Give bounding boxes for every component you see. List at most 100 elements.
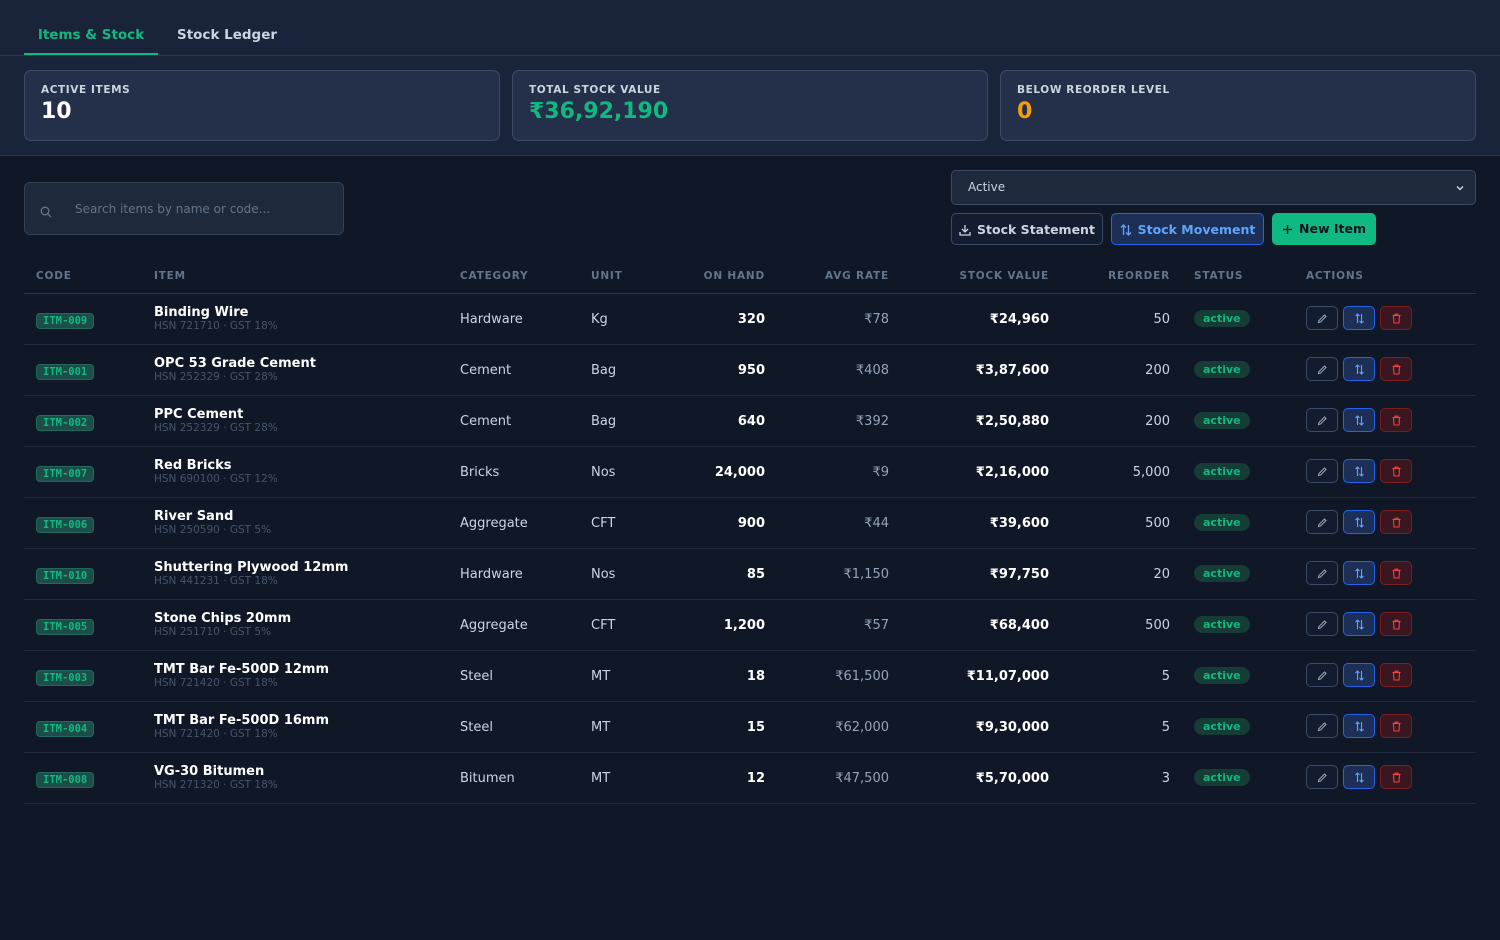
stock-movement-row-button[interactable] bbox=[1343, 357, 1375, 381]
table-row[interactable]: ITM-007 Red Bricks HSN 690100 · GST 12% … bbox=[24, 447, 1476, 498]
stock-movement-row-button[interactable] bbox=[1343, 663, 1375, 687]
stock-movement-row-button[interactable] bbox=[1343, 561, 1375, 585]
column-header-avg-rate: AVG RATE bbox=[825, 270, 889, 282]
table-row[interactable]: ITM-003 TMT Bar Fe-500D 12mm HSN 721420 … bbox=[24, 651, 1476, 702]
pencil-icon bbox=[1317, 671, 1327, 681]
status-filter-select[interactable]: Active bbox=[951, 170, 1476, 205]
edit-button[interactable] bbox=[1306, 765, 1338, 789]
below-reorder-value: 0 bbox=[1017, 99, 1033, 124]
stock-movement-row-button[interactable] bbox=[1343, 459, 1375, 483]
stock-movement-row-button[interactable] bbox=[1343, 612, 1375, 636]
delete-button[interactable] bbox=[1380, 357, 1412, 381]
stock-movement-row-button[interactable] bbox=[1343, 408, 1375, 432]
delete-button[interactable] bbox=[1380, 612, 1412, 636]
table-row[interactable]: ITM-010 Shuttering Plywood 12mm HSN 4412… bbox=[24, 549, 1476, 600]
item-stock-value: ₹11,07,000 bbox=[966, 669, 1049, 684]
item-name[interactable]: TMT Bar Fe-500D 12mm bbox=[154, 662, 330, 677]
transfer-arrows-icon bbox=[1355, 364, 1364, 375]
stock-movement-button[interactable]: Stock Movement bbox=[1111, 213, 1264, 245]
delete-button[interactable] bbox=[1380, 306, 1412, 330]
stock-movement-row-button[interactable] bbox=[1343, 714, 1375, 738]
edit-button[interactable] bbox=[1306, 561, 1338, 585]
item-name[interactable]: Binding Wire bbox=[154, 305, 249, 320]
table-row[interactable]: ITM-002 PPC Cement HSN 252329 · GST 28% … bbox=[24, 396, 1476, 447]
item-avg-rate: ₹61,500 bbox=[835, 669, 889, 684]
item-hsn-gst: HSN 690100 · GST 12% bbox=[154, 473, 278, 485]
table-row[interactable]: ITM-001 OPC 53 Grade Cement HSN 252329 ·… bbox=[24, 345, 1476, 396]
delete-button[interactable] bbox=[1380, 459, 1412, 483]
card-label: BELOW REORDER LEVEL bbox=[1017, 84, 1170, 96]
search-input[interactable] bbox=[75, 183, 335, 234]
item-name[interactable]: Shuttering Plywood 12mm bbox=[154, 560, 349, 575]
item-unit: Kg bbox=[591, 312, 608, 327]
pencil-icon bbox=[1317, 620, 1327, 630]
new-item-label: New Item bbox=[1299, 221, 1366, 236]
toolbar: Active Stock Statement Stock Movement Ne… bbox=[0, 156, 1500, 256]
item-unit: CFT bbox=[591, 618, 616, 633]
item-code: ITM-005 bbox=[36, 619, 95, 635]
delete-button[interactable] bbox=[1380, 561, 1412, 585]
item-avg-rate: ₹62,000 bbox=[835, 720, 889, 735]
card-label: TOTAL STOCK VALUE bbox=[529, 84, 661, 96]
tab-items-stock[interactable]: Items & Stock bbox=[24, 0, 158, 55]
table-row[interactable]: ITM-009 Binding Wire HSN 721710 · GST 18… bbox=[24, 294, 1476, 345]
item-code: ITM-007 bbox=[36, 466, 95, 482]
trash-icon bbox=[1392, 568, 1401, 579]
tab-stock-ledger[interactable]: Stock Ledger bbox=[176, 27, 278, 43]
item-stock-value: ₹39,600 bbox=[989, 516, 1049, 531]
edit-button[interactable] bbox=[1306, 714, 1338, 738]
edit-button[interactable] bbox=[1306, 459, 1338, 483]
new-item-button[interactable]: New Item bbox=[1272, 213, 1376, 245]
item-name[interactable]: OPC 53 Grade Cement bbox=[154, 356, 316, 371]
column-header-stock-value: STOCK VALUE bbox=[959, 270, 1049, 282]
transfer-arrows-icon bbox=[1355, 772, 1364, 783]
item-avg-rate: ₹9 bbox=[872, 465, 889, 480]
transfer-arrows-icon bbox=[1355, 466, 1364, 477]
item-name[interactable]: Red Bricks bbox=[154, 458, 232, 473]
item-avg-rate: ₹78 bbox=[864, 312, 889, 327]
edit-button[interactable] bbox=[1306, 663, 1338, 687]
pencil-icon bbox=[1317, 518, 1327, 528]
item-stock-value: ₹9,30,000 bbox=[975, 720, 1049, 735]
item-unit: Nos bbox=[591, 465, 616, 480]
delete-button[interactable] bbox=[1380, 510, 1412, 534]
column-header-actions: ACTIONS bbox=[1306, 270, 1364, 282]
delete-button[interactable] bbox=[1380, 663, 1412, 687]
stock-statement-button[interactable]: Stock Statement bbox=[951, 213, 1103, 245]
total-stock-value: ₹36,92,190 bbox=[529, 99, 669, 124]
plus-icon bbox=[1283, 225, 1293, 234]
status-badge: active bbox=[1194, 565, 1250, 582]
item-code: ITM-002 bbox=[36, 415, 95, 431]
stock-movement-row-button[interactable] bbox=[1343, 306, 1375, 330]
item-on-hand: 85 bbox=[746, 567, 765, 582]
table-row[interactable]: ITM-005 Stone Chips 20mm HSN 251710 · GS… bbox=[24, 600, 1476, 651]
item-hsn-gst: HSN 721420 · GST 18% bbox=[154, 728, 278, 740]
item-name[interactable]: TMT Bar Fe-500D 16mm bbox=[154, 713, 330, 728]
edit-button[interactable] bbox=[1306, 612, 1338, 636]
edit-button[interactable] bbox=[1306, 510, 1338, 534]
item-name[interactable]: River Sand bbox=[154, 509, 234, 524]
trash-icon bbox=[1392, 466, 1401, 477]
item-avg-rate: ₹392 bbox=[855, 414, 889, 429]
delete-button[interactable] bbox=[1380, 765, 1412, 789]
item-name[interactable]: VG-30 Bitumen bbox=[154, 764, 265, 779]
item-reorder-level: 200 bbox=[1145, 414, 1170, 429]
edit-button[interactable] bbox=[1306, 408, 1338, 432]
table-row[interactable]: ITM-006 River Sand HSN 250590 · GST 5% A… bbox=[24, 498, 1476, 549]
item-unit: Nos bbox=[591, 567, 616, 582]
stock-movement-row-button[interactable] bbox=[1343, 510, 1375, 534]
table-row[interactable]: ITM-008 VG-30 Bitumen HSN 271320 · GST 1… bbox=[24, 753, 1476, 804]
table-header: CODE ITEM CATEGORY UNIT ON HAND AVG RATE… bbox=[24, 256, 1476, 294]
stock-movement-row-button[interactable] bbox=[1343, 765, 1375, 789]
item-name[interactable]: Stone Chips 20mm bbox=[154, 611, 292, 626]
item-name[interactable]: PPC Cement bbox=[154, 407, 244, 422]
edit-button[interactable] bbox=[1306, 357, 1338, 381]
table-row[interactable]: ITM-004 TMT Bar Fe-500D 16mm HSN 721420 … bbox=[24, 702, 1476, 753]
delete-button[interactable] bbox=[1380, 408, 1412, 432]
item-avg-rate: ₹408 bbox=[855, 363, 889, 378]
status-badge: active bbox=[1194, 769, 1250, 786]
item-stock-value: ₹68,400 bbox=[989, 618, 1049, 633]
item-unit: Bag bbox=[591, 363, 617, 378]
edit-button[interactable] bbox=[1306, 306, 1338, 330]
delete-button[interactable] bbox=[1380, 714, 1412, 738]
